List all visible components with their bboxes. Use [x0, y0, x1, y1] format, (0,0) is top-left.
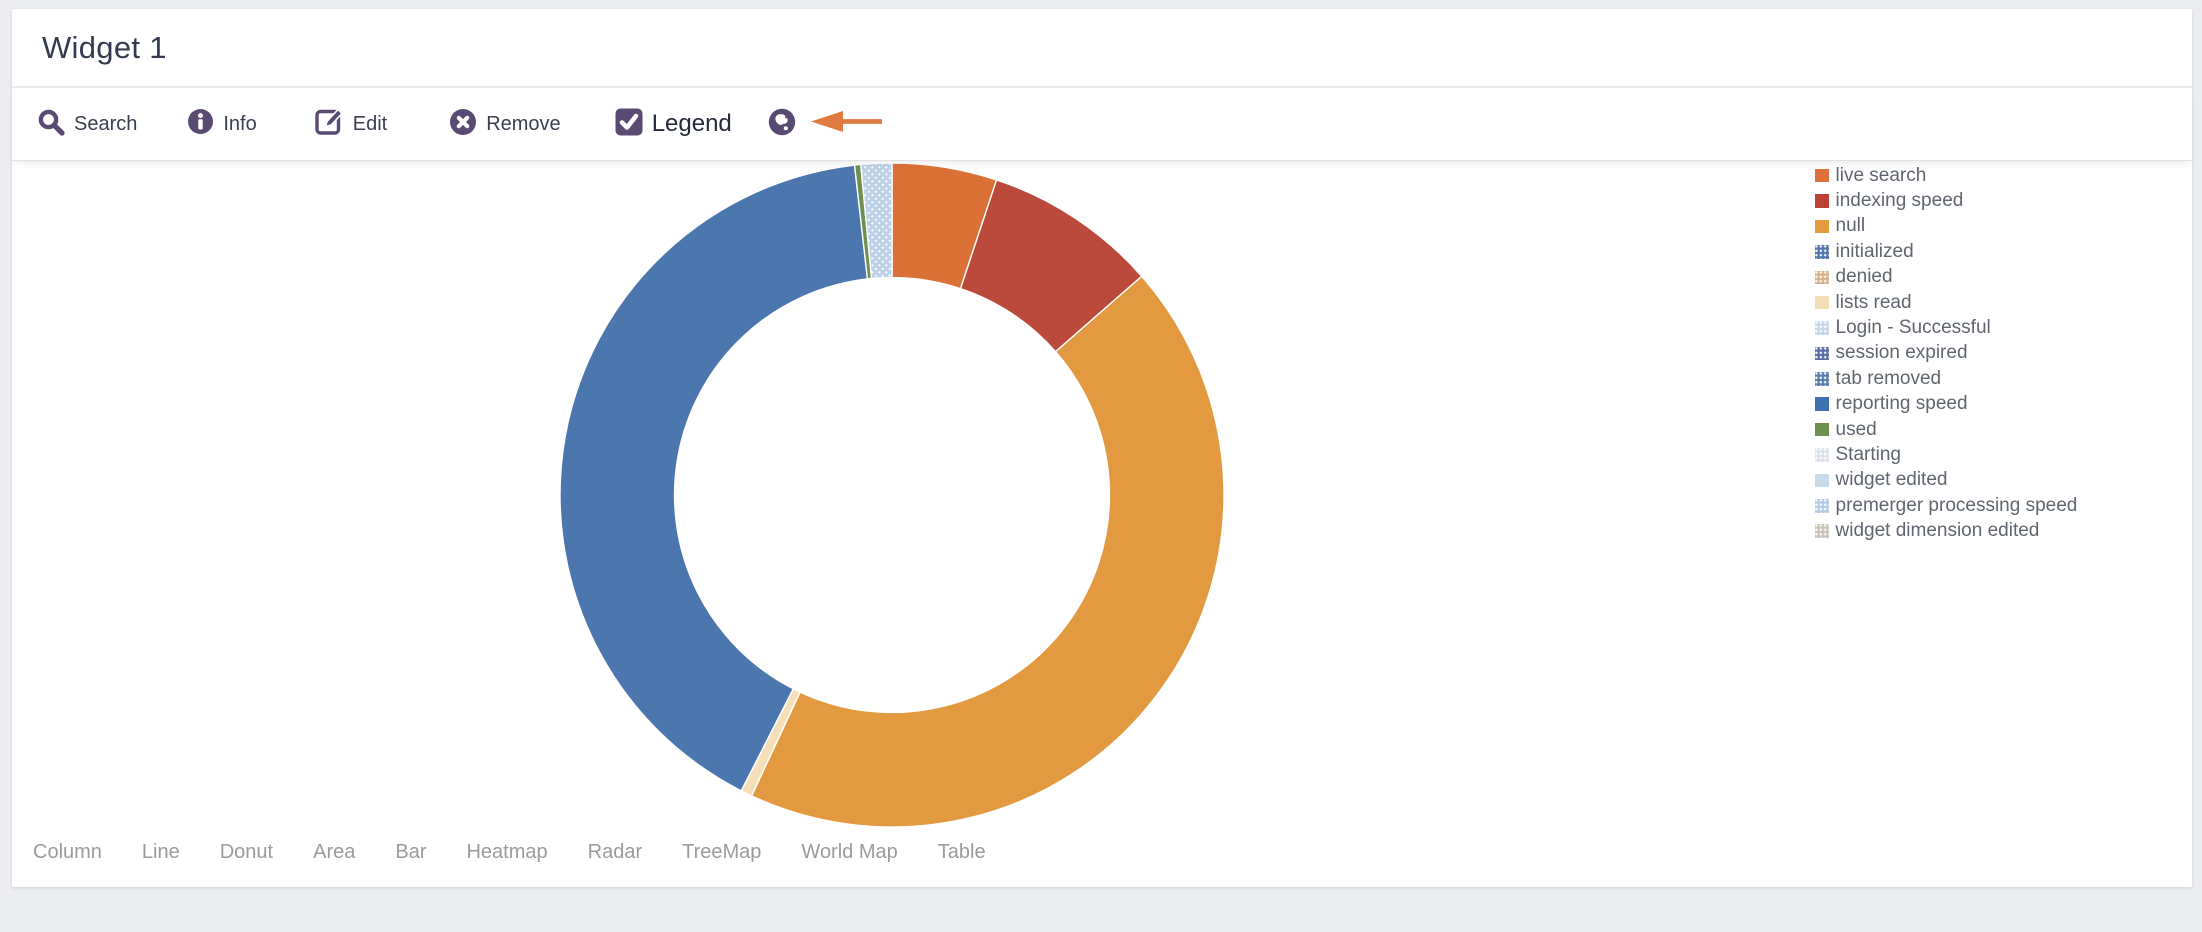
globe-icon	[768, 108, 796, 141]
chart-type-tabs: Column Line Donut Area Bar Heatmap Radar TreeMa…	[33, 841, 986, 864]
search-icon	[37, 108, 65, 141]
widget-toolbar: Search Info Edit	[12, 88, 2192, 161]
legend-swatch	[1815, 422, 1829, 437]
legend-item[interactable]: tab removed	[1815, 366, 2077, 391]
legend-swatch	[1815, 397, 1829, 411]
legend-label: widget dimension edited	[1835, 520, 2040, 542]
legend-toggle[interactable]: Legend	[615, 108, 732, 141]
donut-chart	[559, 162, 1225, 828]
donut-slice[interactable]	[750, 275, 1225, 828]
legend-item[interactable]: initialized	[1815, 239, 2077, 264]
remove-label: Remove	[486, 112, 561, 135]
page-title: Widget 1	[42, 29, 167, 65]
info-button[interactable]: Info	[187, 108, 257, 140]
edit-label: Edit	[352, 112, 388, 135]
legend-toggle-label: Legend	[651, 110, 732, 137]
legend-swatch	[1815, 448, 1829, 462]
legend-item[interactable]: reporting speed	[1815, 392, 2077, 417]
legend-item[interactable]: null	[1815, 214, 2077, 239]
legend-item[interactable]: Login - Successful	[1815, 315, 2077, 340]
search-button[interactable]: Search	[37, 108, 137, 141]
legend-label: premerger processing speed	[1835, 494, 2078, 516]
legend-label: Starting	[1835, 443, 1901, 465]
legend-swatch	[1815, 499, 1829, 513]
legend-label: lists read	[1835, 291, 1912, 313]
remove-button[interactable]: Remove	[449, 108, 561, 141]
legend-item[interactable]: live search	[1815, 163, 2077, 188]
legend-swatch	[1815, 321, 1829, 335]
chart-legend: live search indexing speed null initialized…	[1815, 163, 2077, 544]
tab-world-map[interactable]: World Map	[801, 841, 898, 863]
world-map-button[interactable]	[768, 108, 796, 141]
legend-item[interactable]: used	[1815, 417, 2077, 442]
checkbox-checked-icon[interactable]	[615, 108, 643, 141]
tab-heatmap[interactable]: Heatmap	[466, 841, 548, 863]
tab-radar[interactable]: Radar	[587, 841, 643, 863]
tab-line[interactable]: Line	[141, 841, 180, 863]
legend-swatch	[1815, 473, 1829, 488]
legend-label: tab removed	[1835, 367, 1942, 389]
legend-label: denied	[1835, 266, 1893, 288]
legend-swatch	[1815, 219, 1829, 234]
legend-label: indexing speed	[1835, 190, 1964, 212]
donut-slice[interactable]	[859, 162, 893, 280]
legend-label: initialized	[1835, 240, 1914, 262]
legend-item[interactable]: lists read	[1815, 290, 2077, 315]
legend-label: null	[1835, 215, 1866, 237]
legend-item[interactable]: widget dimension edited	[1815, 518, 2077, 543]
legend-item[interactable]: Starting	[1815, 442, 2077, 467]
legend-label: Login - Successful	[1835, 317, 1991, 339]
chart-region: live search indexing speed null initialized…	[12, 161, 2192, 884]
widget-card: Widget 1 Search Info	[12, 9, 2192, 887]
legend-item[interactable]: indexing speed	[1815, 188, 2077, 213]
search-label: Search	[74, 112, 138, 135]
tab-area[interactable]: Area	[313, 841, 356, 863]
legend-item[interactable]: premerger processing speed	[1815, 493, 2077, 518]
donut-slice[interactable]	[559, 164, 869, 792]
legend-swatch	[1815, 245, 1829, 259]
edit-icon	[315, 107, 344, 141]
legend-label: reporting speed	[1835, 393, 1968, 415]
tab-column[interactable]: Column	[33, 841, 102, 863]
legend-label: widget edited	[1835, 469, 1948, 491]
widget-title-row: Widget 1	[12, 9, 2192, 88]
tab-table[interactable]: Table	[937, 841, 986, 863]
legend-swatch	[1815, 346, 1829, 361]
legend-item[interactable]: session expired	[1815, 341, 2077, 366]
edit-button[interactable]: Edit	[315, 107, 387, 141]
legend-label: live search	[1835, 164, 1927, 186]
legend-swatch	[1815, 168, 1829, 183]
legend-swatch	[1815, 194, 1829, 208]
legend-swatch	[1815, 295, 1829, 310]
tab-bar[interactable]: Bar	[395, 841, 427, 863]
legend-label: used	[1835, 418, 1877, 440]
remove-icon	[449, 108, 477, 141]
legend-swatch	[1815, 270, 1829, 284]
annotation-arrow-left-icon	[809, 108, 885, 140]
legend-item[interactable]: denied	[1815, 265, 2077, 290]
tab-donut[interactable]: Donut	[219, 841, 274, 863]
tab-treemap[interactable]: TreeMap	[682, 841, 762, 863]
info-icon	[187, 108, 214, 140]
legend-swatch	[1815, 524, 1829, 538]
legend-item[interactable]: widget edited	[1815, 468, 2077, 493]
legend-label: session expired	[1835, 342, 1968, 364]
info-label: Info	[223, 112, 257, 135]
legend-swatch	[1815, 372, 1829, 386]
